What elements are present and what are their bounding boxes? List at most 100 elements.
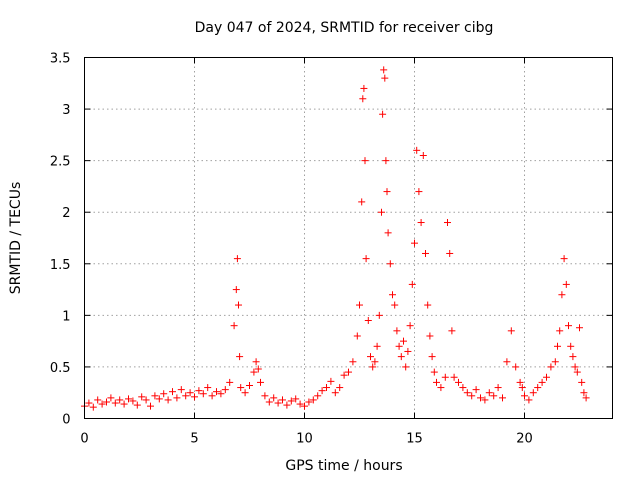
data-point bbox=[241, 389, 249, 397]
data-point bbox=[406, 322, 414, 330]
data-point bbox=[173, 394, 181, 402]
data-point bbox=[292, 395, 300, 403]
data-point bbox=[525, 396, 533, 404]
data-point bbox=[441, 373, 449, 381]
data-point bbox=[582, 394, 590, 402]
data-point bbox=[426, 332, 434, 340]
data-point bbox=[356, 301, 363, 309]
data-point bbox=[378, 208, 385, 216]
data-point bbox=[103, 398, 110, 406]
data-point bbox=[417, 219, 425, 227]
data-point bbox=[169, 388, 176, 396]
data-point bbox=[164, 396, 172, 404]
data-point bbox=[235, 301, 242, 309]
data-point bbox=[111, 399, 119, 407]
data-point bbox=[250, 368, 258, 376]
data-point bbox=[362, 255, 370, 263]
data-point bbox=[556, 327, 564, 335]
data-point bbox=[274, 399, 282, 407]
data-point bbox=[382, 157, 390, 165]
data-point bbox=[331, 389, 339, 397]
data-point bbox=[472, 386, 480, 394]
data-point bbox=[554, 342, 561, 350]
data-point bbox=[265, 398, 273, 406]
data-point bbox=[191, 393, 198, 401]
data-point bbox=[422, 249, 429, 257]
data-point bbox=[195, 387, 203, 395]
data-point bbox=[521, 392, 528, 400]
data-point bbox=[448, 327, 456, 335]
data-point bbox=[252, 358, 260, 366]
data-point bbox=[94, 396, 102, 404]
data-point bbox=[358, 198, 366, 206]
data-point bbox=[375, 311, 383, 319]
data-point bbox=[393, 327, 401, 335]
data-point bbox=[120, 400, 128, 408]
data-point bbox=[85, 399, 93, 407]
data-point bbox=[503, 358, 511, 366]
data-point bbox=[419, 151, 427, 159]
data-point bbox=[279, 396, 286, 404]
data-point bbox=[477, 394, 484, 402]
data-point bbox=[415, 188, 423, 196]
data-point bbox=[217, 390, 225, 398]
data-point bbox=[404, 347, 412, 355]
data-point bbox=[89, 403, 97, 411]
data-point bbox=[384, 229, 392, 237]
data-point bbox=[494, 384, 502, 392]
data-point bbox=[391, 301, 399, 309]
data-point bbox=[379, 110, 387, 118]
data-point bbox=[254, 365, 262, 373]
data-point bbox=[567, 342, 575, 350]
data-point bbox=[359, 95, 367, 103]
data-point bbox=[450, 373, 458, 381]
data-point bbox=[468, 392, 476, 400]
y-tick-label: 1 bbox=[62, 309, 70, 324]
data-point bbox=[349, 358, 357, 366]
data-point bbox=[301, 402, 308, 410]
data-point bbox=[499, 394, 506, 402]
data-point bbox=[283, 401, 291, 409]
x-axis-label: GPS time / hours bbox=[285, 458, 402, 474]
data-point bbox=[558, 291, 566, 299]
data-point bbox=[395, 342, 403, 350]
y-tick-label: 2.5 bbox=[50, 155, 71, 170]
data-point bbox=[287, 397, 295, 405]
data-point bbox=[340, 371, 348, 379]
data-point bbox=[155, 395, 163, 403]
data-point bbox=[463, 389, 471, 397]
data-point bbox=[367, 353, 374, 361]
data-point bbox=[507, 327, 515, 335]
data-point bbox=[327, 377, 335, 385]
y-tick-label: 3.5 bbox=[50, 52, 71, 67]
data-point bbox=[160, 390, 168, 398]
data-point bbox=[98, 400, 106, 408]
data-point bbox=[444, 219, 451, 227]
y-tick-label: 3 bbox=[62, 103, 70, 118]
data-point bbox=[142, 396, 150, 404]
data-point bbox=[261, 392, 269, 400]
data-point bbox=[199, 390, 207, 398]
y-axis-label: SRMTID / TECUs bbox=[8, 182, 24, 295]
data-point bbox=[569, 353, 577, 361]
data-point bbox=[125, 395, 132, 403]
data-point bbox=[408, 280, 416, 288]
data-point bbox=[424, 301, 432, 309]
data-point bbox=[230, 322, 238, 330]
data-point bbox=[512, 363, 520, 371]
data-point bbox=[305, 398, 313, 406]
y-tick-label: 0 bbox=[62, 413, 70, 428]
data-point bbox=[547, 363, 555, 371]
data-point bbox=[562, 280, 570, 288]
y-tick-label: 1.5 bbox=[50, 258, 71, 273]
data-point bbox=[411, 239, 418, 247]
data-point bbox=[437, 384, 445, 392]
data-point bbox=[237, 384, 245, 392]
data-point bbox=[314, 392, 322, 400]
data-point bbox=[186, 389, 194, 397]
data-point bbox=[383, 188, 391, 196]
axes: 0 0.5 1 1.5 2 2.5 3 3.5 0 5 10 15 20 bbox=[50, 52, 613, 447]
data-point bbox=[433, 378, 440, 386]
